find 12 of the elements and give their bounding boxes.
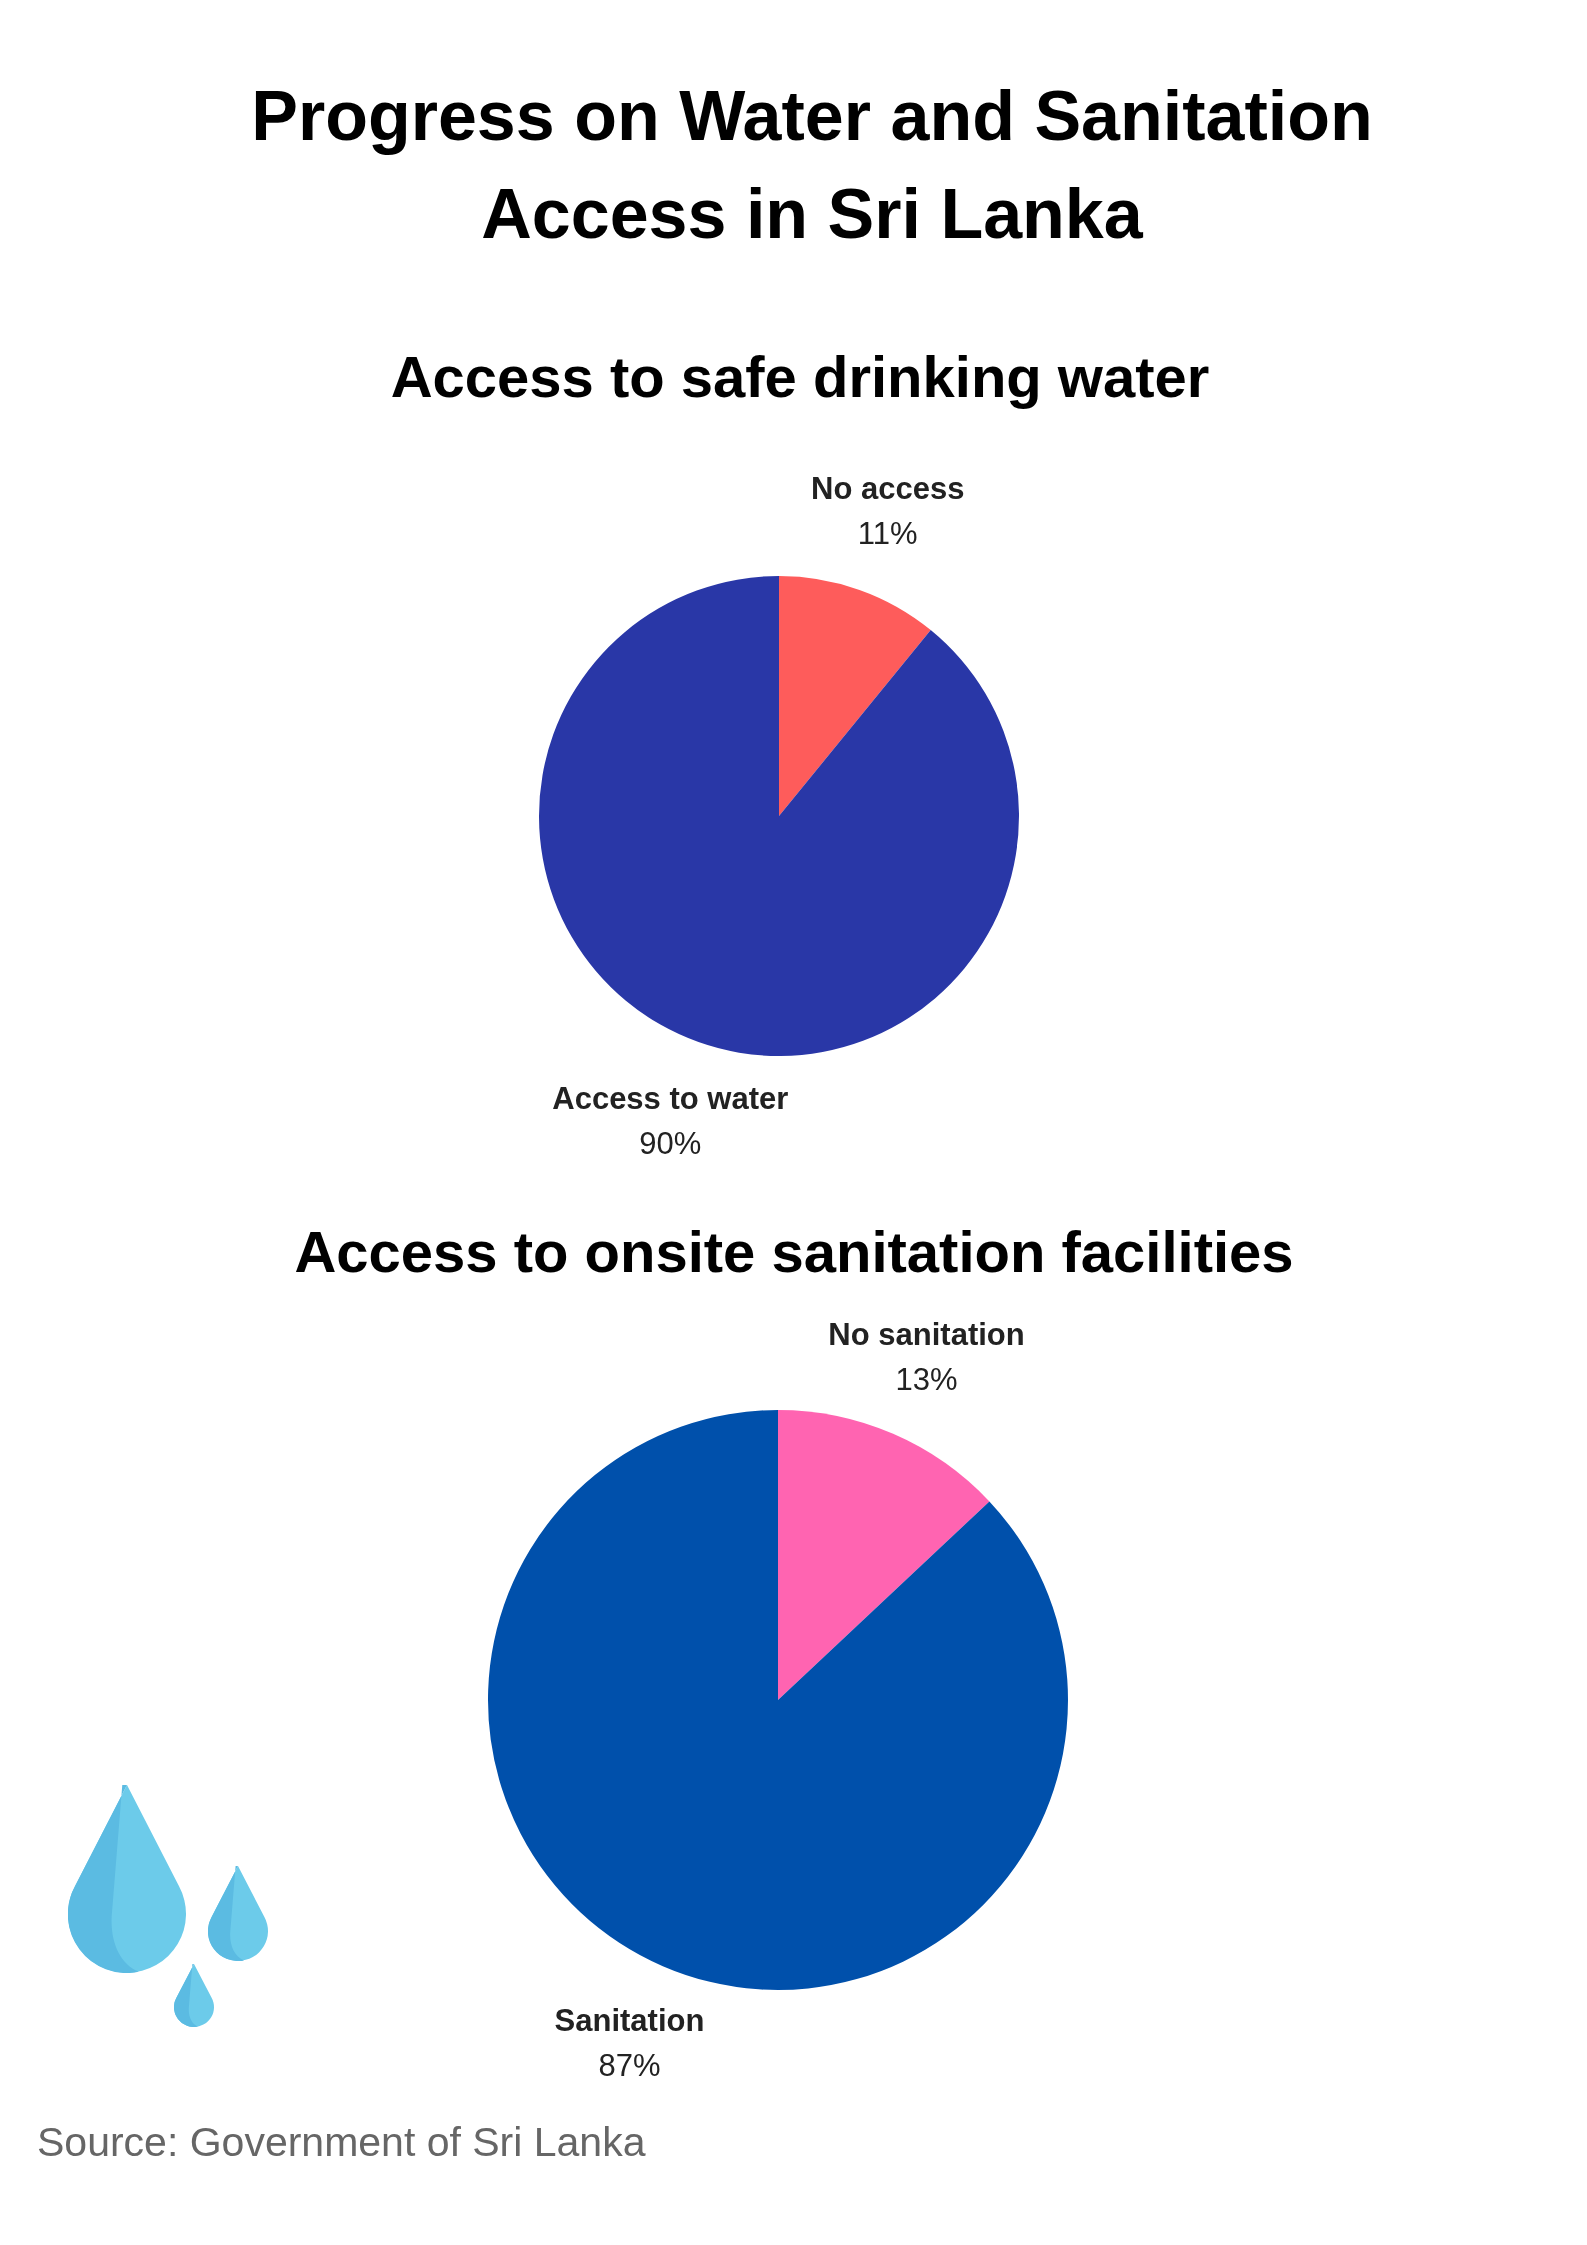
source-note: Source: Government of Sri Lanka — [37, 2118, 646, 2167]
slice-label: Sanitation — [554, 2003, 705, 2039]
chart-title: Progress on Water and Sanitation Access in Sri Lanka — [250, 76, 1374, 255]
data-label: 11% — [857, 515, 918, 551]
chart-title: Access to onsite sanitation facilities — [293, 1218, 1295, 1286]
data-label: 90% — [639, 1126, 702, 1162]
slice-label: No access — [811, 470, 965, 506]
slice-label: Access to water — [552, 1081, 789, 1117]
data-label: 13% — [895, 1361, 958, 1397]
data-label: 87% — [598, 2048, 661, 2084]
slice-label: No sanitation — [828, 1316, 1025, 1352]
chart-subtitle: Access to safe drinking water — [389, 343, 1211, 411]
